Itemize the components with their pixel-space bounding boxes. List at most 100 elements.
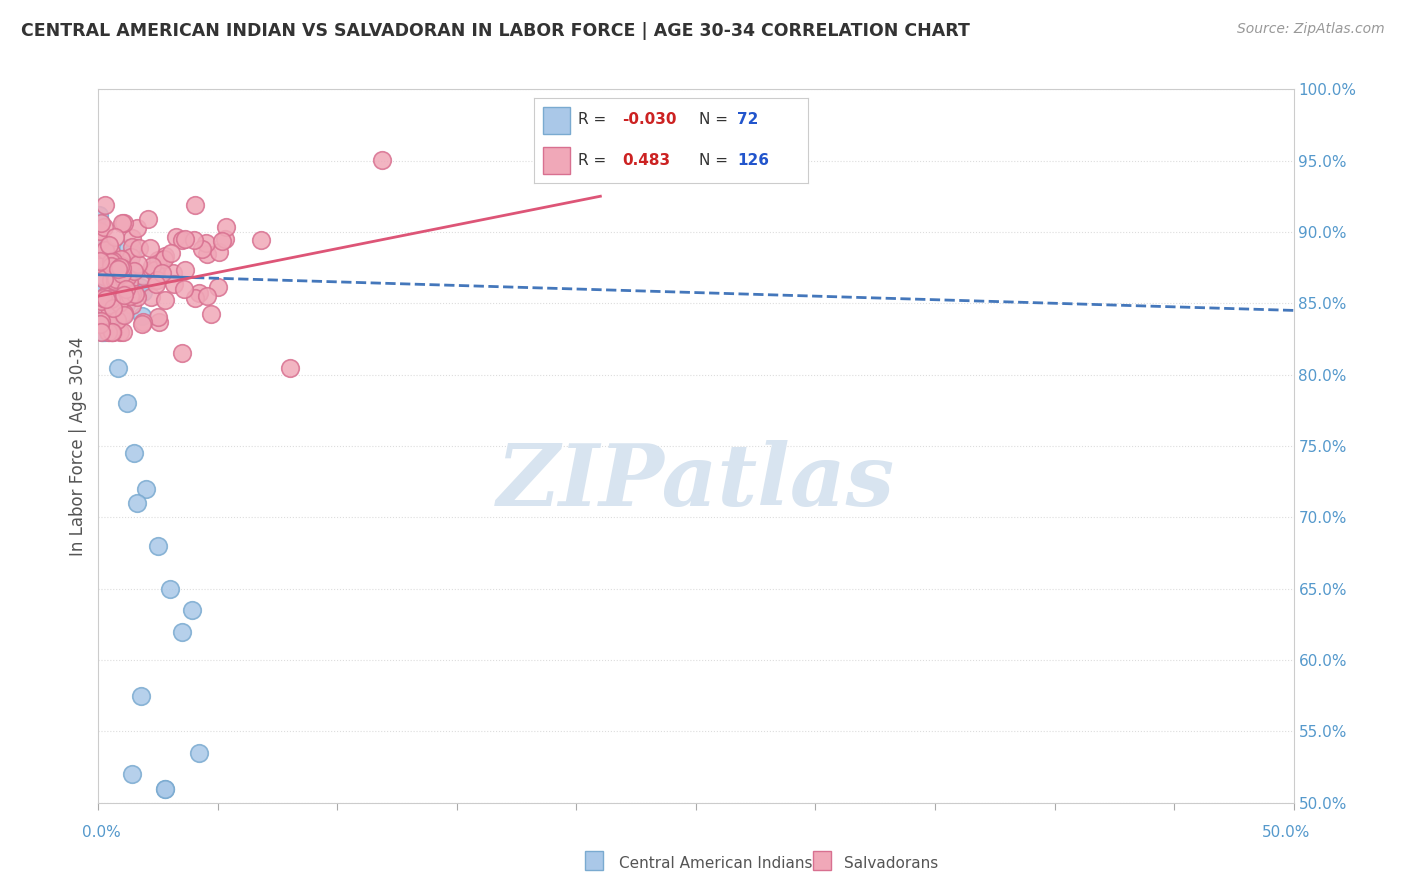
Point	[104, 292, 127, 306]
Point	[162, 266, 184, 280]
Point	[105, 312, 128, 326]
Point	[98, 304, 121, 318]
Point	[96, 287, 118, 301]
Point	[118, 275, 141, 289]
Point	[108, 296, 131, 310]
Point	[90, 259, 112, 273]
Point	[89, 317, 111, 331]
Point	[100, 291, 122, 305]
Point	[89, 277, 111, 292]
Point	[94, 293, 117, 307]
Point	[101, 254, 124, 268]
Point	[146, 253, 169, 268]
Point	[89, 293, 111, 307]
Point	[96, 266, 118, 280]
Text: 0.0%: 0.0%	[82, 825, 121, 839]
Point	[90, 314, 112, 328]
Point	[94, 275, 117, 289]
Point	[94, 325, 117, 339]
Point	[112, 308, 135, 322]
Point	[96, 289, 118, 303]
Point	[110, 252, 132, 267]
Point	[184, 291, 207, 305]
Point	[87, 208, 110, 222]
Point	[90, 293, 112, 308]
Text: Central American Indians: Central American Indians	[619, 856, 813, 871]
Point	[112, 273, 135, 287]
Point	[94, 243, 117, 257]
Point	[93, 318, 115, 332]
Point	[111, 261, 134, 276]
Point	[121, 240, 143, 254]
Point	[148, 539, 170, 553]
Point	[97, 287, 120, 301]
Point	[90, 258, 112, 272]
Point	[143, 260, 166, 275]
Point	[87, 263, 110, 277]
Point	[107, 266, 129, 280]
Point	[101, 325, 124, 339]
Point	[139, 290, 162, 304]
Point	[100, 259, 122, 273]
Point	[100, 255, 122, 269]
Point	[136, 212, 159, 227]
Text: Salvadorans: Salvadorans	[844, 856, 938, 871]
Point	[278, 360, 301, 375]
Point	[90, 260, 112, 274]
Point	[103, 268, 125, 282]
Point	[125, 496, 148, 510]
Point	[155, 781, 177, 796]
Point	[131, 317, 153, 331]
Text: 50.0%: 50.0%	[1263, 825, 1310, 839]
Point	[115, 270, 138, 285]
Point	[100, 264, 122, 278]
Point	[118, 285, 141, 300]
FancyBboxPatch shape	[813, 851, 831, 870]
Point	[91, 285, 114, 300]
Point	[87, 308, 110, 322]
Point	[124, 286, 146, 301]
Point	[187, 746, 209, 760]
Point	[125, 221, 148, 235]
Point	[172, 233, 194, 247]
Point	[146, 273, 169, 287]
Point	[121, 286, 143, 301]
Point	[195, 247, 218, 261]
Point	[115, 282, 138, 296]
Point	[121, 767, 143, 781]
Point	[371, 153, 394, 168]
Point	[162, 277, 184, 291]
Point	[107, 266, 129, 280]
Point	[111, 216, 134, 230]
Point	[118, 260, 141, 275]
Point	[107, 298, 129, 312]
Point	[172, 624, 194, 639]
Point	[135, 482, 157, 496]
Text: 72: 72	[737, 112, 759, 128]
Text: ZIPatlas: ZIPatlas	[496, 440, 896, 524]
Point	[100, 245, 122, 260]
Text: CENTRAL AMERICAN INDIAN VS SALVADORAN IN LABOR FORCE | AGE 30-34 CORRELATION CHA: CENTRAL AMERICAN INDIAN VS SALVADORAN IN…	[21, 22, 970, 40]
Point	[103, 325, 125, 339]
Text: 0.483: 0.483	[621, 153, 671, 168]
Point	[104, 288, 127, 302]
Point	[111, 259, 134, 273]
Point	[200, 307, 222, 321]
Point	[150, 266, 173, 280]
Point	[103, 260, 125, 275]
Point	[100, 293, 122, 307]
Point	[112, 288, 135, 302]
Point	[100, 289, 122, 303]
Point	[107, 262, 129, 277]
Point	[100, 272, 122, 286]
Point	[120, 250, 142, 264]
Point	[89, 268, 111, 282]
Point	[94, 244, 117, 258]
Point	[148, 315, 170, 329]
Point	[214, 232, 236, 246]
Point	[165, 230, 187, 244]
Point	[115, 396, 138, 410]
Point	[90, 216, 112, 230]
Point	[104, 274, 127, 288]
Point	[97, 313, 120, 327]
